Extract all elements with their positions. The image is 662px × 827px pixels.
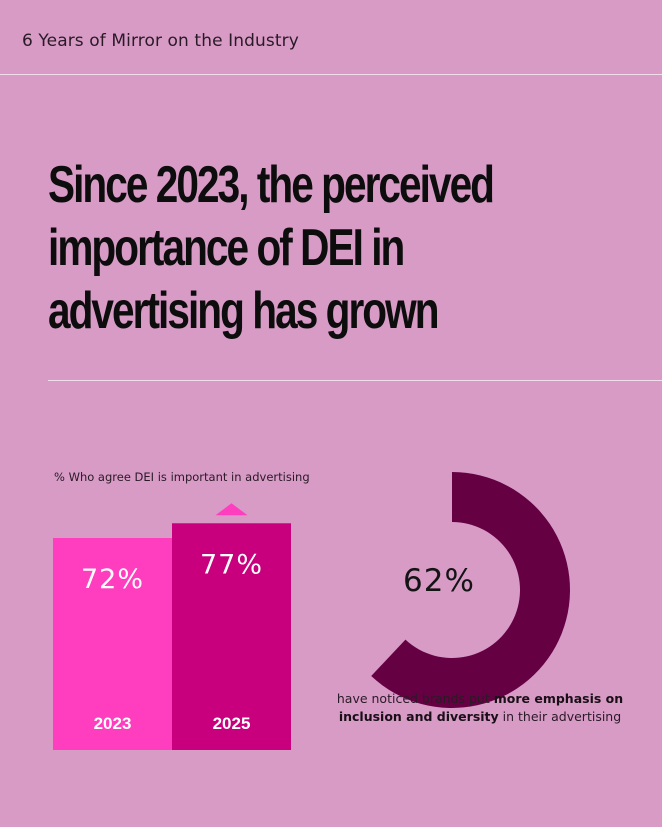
bar-2025 — [172, 523, 291, 750]
donut-caption: have noticed brands put more emphasis on… — [330, 690, 630, 726]
up-arrow-icon — [215, 503, 248, 516]
top-divider — [0, 74, 662, 75]
donut-slice — [371, 472, 571, 708]
headline-line-1: Since 2023, the perceived — [48, 156, 495, 214]
donut-caption-pre: have noticed brands put — [336, 691, 494, 706]
donut-value-label: 62% — [403, 563, 475, 599]
bar-2023 — [53, 538, 172, 750]
donut-caption-bold: more emphasis on inclusion and diversity — [338, 691, 624, 724]
headline-line-3: advertising has grown — [48, 282, 439, 340]
headline: Since 2023, the perceived importance of … — [48, 154, 594, 343]
headline-line-2: importance of DEI in — [48, 219, 405, 277]
bar-value-label-2025: 77% — [200, 549, 263, 580]
bar-category-label-2025: 2025 — [213, 714, 251, 733]
donut-caption-post: in their advertising — [498, 709, 622, 724]
bar-value-label-2023: 72% — [81, 564, 144, 595]
page-header-title: 6 Years of Mirror on the Industry — [22, 31, 299, 51]
section-divider — [48, 380, 662, 381]
bar-category-label-2023: 2023 — [94, 714, 132, 733]
bar-chart-title: % Who agree DEI is important in advertis… — [54, 470, 310, 484]
